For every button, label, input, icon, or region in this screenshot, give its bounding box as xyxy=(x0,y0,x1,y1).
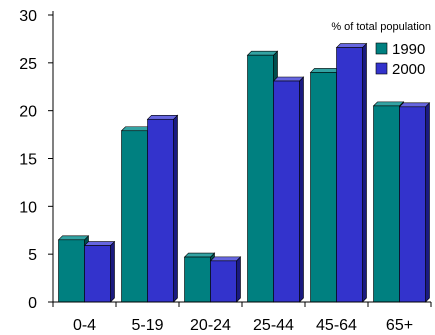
bar-side-2000-5-19 xyxy=(173,114,178,303)
chart-annotation: % of total population xyxy=(331,21,431,33)
bar-top-1990-20-24 xyxy=(183,252,216,258)
bar-group xyxy=(335,42,368,303)
bar-2000-20-24 xyxy=(210,260,237,303)
x-category-label: 20-24 xyxy=(190,317,231,334)
legend-label: 2000 xyxy=(392,61,425,78)
bar-2000-45-64 xyxy=(336,47,363,303)
bar-top-2000-65+ xyxy=(398,102,431,108)
bar-group xyxy=(309,67,342,303)
axes-layer xyxy=(48,11,432,307)
legend-item: 2000 xyxy=(375,61,425,78)
y-tick-label: 25 xyxy=(19,56,37,73)
bar-2000-0-4 xyxy=(84,245,111,303)
y-tick-label: 0 xyxy=(28,295,37,312)
legend-label: 1990 xyxy=(392,41,425,58)
legend-swatch xyxy=(375,62,388,75)
bar-side-2000-65+ xyxy=(425,102,430,303)
bar-side-2000-0-4 xyxy=(110,240,115,303)
bar-1990-5-19 xyxy=(121,130,148,303)
bar-group xyxy=(146,114,179,303)
legend-swatch xyxy=(375,42,388,55)
y-tick-label: 20 xyxy=(19,104,37,121)
bar-side-2000-20-24 xyxy=(236,256,241,303)
bars-layer xyxy=(57,42,431,303)
bar-top-1990-45-64 xyxy=(309,68,342,73)
bar-2000-25-44 xyxy=(273,80,300,303)
labels-layer: 0 5 10 15 20 25 30 0-4 5-19 20-24 25-44 45-64 65+ xyxy=(19,8,413,334)
y-tick-label: 5 xyxy=(28,247,37,264)
bar-top-1990-0-4 xyxy=(57,235,90,241)
bar-top-1990-5-19 xyxy=(120,126,153,132)
bar-side-2000-45-64 xyxy=(362,42,367,303)
y-tick-label: 10 xyxy=(19,199,37,216)
bar-1990-45-64 xyxy=(310,72,337,303)
bar-top-2000-45-64 xyxy=(335,43,368,48)
x-category-label: 45-64 xyxy=(316,317,357,334)
bar-group xyxy=(372,101,405,303)
x-category-label: 5-19 xyxy=(131,317,163,334)
bar-group xyxy=(83,240,116,303)
bar-group xyxy=(246,50,279,303)
x-category-label: 65+ xyxy=(386,317,413,334)
bar-group xyxy=(183,252,216,303)
bar-1990-25-44 xyxy=(247,54,274,303)
bar-2000-65+ xyxy=(399,106,426,303)
bar-top-1990-65+ xyxy=(372,101,405,107)
bar-group xyxy=(120,126,153,303)
bar-1990-0-4 xyxy=(58,239,85,303)
bar-group xyxy=(272,76,305,303)
bar-top-2000-25-44 xyxy=(272,76,305,82)
y-tick-label: 15 xyxy=(19,152,37,169)
bar-top-1990-25-44 xyxy=(246,50,279,56)
bar-top-2000-5-19 xyxy=(146,114,179,120)
legend-item: 1990 xyxy=(375,41,425,58)
bar-top-2000-0-4 xyxy=(83,241,116,246)
bar-1990-65+ xyxy=(373,105,400,303)
bar-group xyxy=(209,256,242,303)
bar-top-2000-20-24 xyxy=(209,256,242,262)
y-tick-label: 30 xyxy=(19,8,37,25)
legend: 1990 2000 xyxy=(375,41,425,78)
bar-side-2000-25-44 xyxy=(299,76,304,303)
bar-2000-5-19 xyxy=(147,118,174,303)
x-category-label: 25-44 xyxy=(253,317,294,334)
bar-group xyxy=(398,102,431,303)
bar-1990-20-24 xyxy=(184,256,211,303)
x-category-label: 0-4 xyxy=(73,317,96,334)
